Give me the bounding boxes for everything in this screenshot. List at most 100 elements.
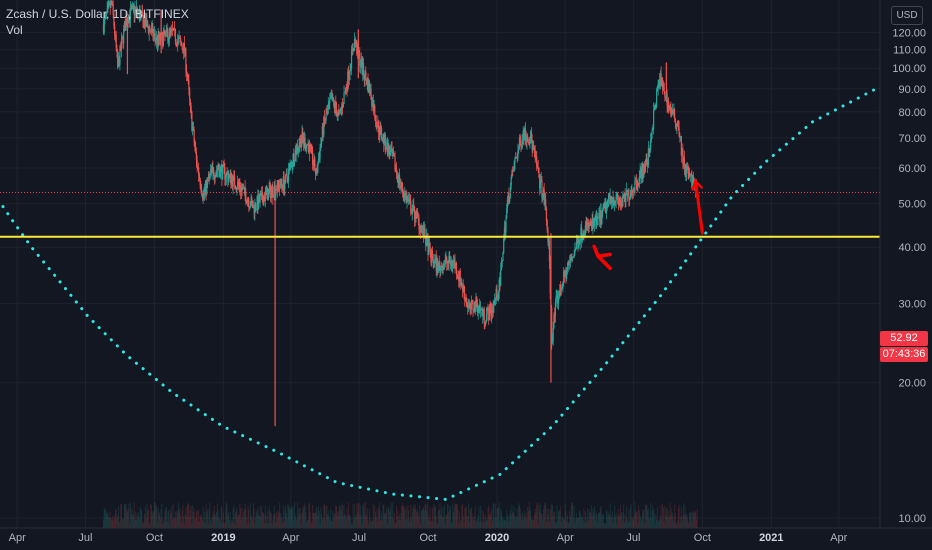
candle-body <box>369 88 371 94</box>
volume-bar <box>386 507 388 528</box>
volume-bar <box>524 517 526 528</box>
chart-legend: Zcash / U.S. Dollar, 1D, BITFINEX Vol <box>6 6 189 38</box>
candle-body <box>144 16 147 28</box>
volume-bar <box>222 512 224 528</box>
candle-body <box>306 144 308 146</box>
volume-bar <box>290 507 292 528</box>
candle-body <box>130 7 132 9</box>
candle-body <box>647 165 649 167</box>
volume-bar <box>492 503 494 528</box>
candle-body <box>691 174 693 189</box>
volume-bar <box>202 506 204 528</box>
candle-body <box>635 179 637 185</box>
candle-body <box>674 118 676 124</box>
volume-bar <box>648 518 650 528</box>
candle-body <box>413 206 416 220</box>
volume-bar <box>237 515 239 528</box>
candle-body <box>248 200 250 208</box>
candle-body <box>354 38 356 45</box>
volume-bar <box>369 518 371 528</box>
volume-bar <box>351 523 353 528</box>
volume-bar <box>378 502 380 528</box>
candle-body <box>167 32 169 43</box>
volume-bar <box>526 519 528 528</box>
volume-bar <box>209 502 211 528</box>
volume-bar <box>611 517 613 528</box>
volume-bar <box>602 514 604 528</box>
volume-bar <box>513 506 515 528</box>
candle-body <box>237 182 239 186</box>
candle-body <box>212 167 214 169</box>
volume-bar <box>509 512 511 528</box>
volume-bar <box>471 518 473 528</box>
candle-body <box>443 266 445 268</box>
candle-body <box>490 308 492 317</box>
candle-body <box>637 183 639 188</box>
volume-bar <box>569 517 571 528</box>
volume-bar <box>638 510 640 528</box>
volume-bar <box>273 505 275 528</box>
candle-body <box>260 194 262 197</box>
candle-body <box>429 246 431 253</box>
candle-body <box>193 129 195 143</box>
currency-button[interactable]: USD <box>891 6 923 25</box>
volume-bar <box>505 520 507 528</box>
volume-bar <box>484 514 486 528</box>
volume-bar <box>311 523 313 528</box>
volume-bar <box>522 520 524 528</box>
volume-bar <box>222 523 224 528</box>
volume-bar <box>103 507 105 528</box>
candle-body <box>494 298 497 300</box>
volume-bar <box>413 504 415 528</box>
volume-bar <box>354 517 356 528</box>
candle-body <box>491 309 493 317</box>
candle-body <box>367 79 369 92</box>
volume-bar <box>241 507 243 528</box>
candle-body <box>356 44 359 54</box>
candle-body <box>602 205 605 209</box>
volume-bar <box>181 509 183 528</box>
volume-bar <box>388 506 390 528</box>
candle-body <box>479 308 482 311</box>
candle-body <box>326 113 328 114</box>
candle-body <box>341 104 344 107</box>
volume-bar <box>426 509 428 528</box>
volume-bar <box>357 511 359 528</box>
candle-body <box>236 188 238 190</box>
volume-bar <box>623 522 625 528</box>
candle-body <box>112 3 114 15</box>
volume-bar <box>618 516 620 528</box>
volume-bar <box>584 522 586 528</box>
volume-bar <box>183 516 185 528</box>
volume-bar <box>546 509 548 528</box>
volume-bar <box>312 513 314 528</box>
volume-bar <box>313 513 315 528</box>
volume-bar <box>286 518 288 528</box>
volume-bar <box>360 514 362 528</box>
volume-bar <box>141 510 143 528</box>
volume-bar <box>140 509 142 528</box>
volume-bar <box>578 511 580 528</box>
candle-body <box>497 292 500 298</box>
volume-bar <box>336 506 338 528</box>
volume-bar <box>138 512 140 528</box>
candle-body <box>466 302 468 304</box>
price-axis: 10.0020.0030.0040.0050.0060.0070.0080.00… <box>879 0 926 528</box>
volume-bar <box>657 521 659 528</box>
volume-bar <box>193 507 195 528</box>
candle-body <box>244 186 246 194</box>
volume-bar <box>198 509 200 528</box>
candle-body <box>654 105 656 108</box>
volume-bar <box>479 505 481 528</box>
candle-body <box>565 270 567 279</box>
candle-body <box>226 172 228 174</box>
candle-body <box>268 189 270 191</box>
candle-body <box>150 27 153 33</box>
volume-bar <box>279 512 281 528</box>
volume-bar <box>531 519 533 528</box>
candle-body <box>425 239 427 246</box>
volume-bar <box>581 516 583 528</box>
candle-body <box>119 46 121 66</box>
candle-body <box>587 222 589 226</box>
